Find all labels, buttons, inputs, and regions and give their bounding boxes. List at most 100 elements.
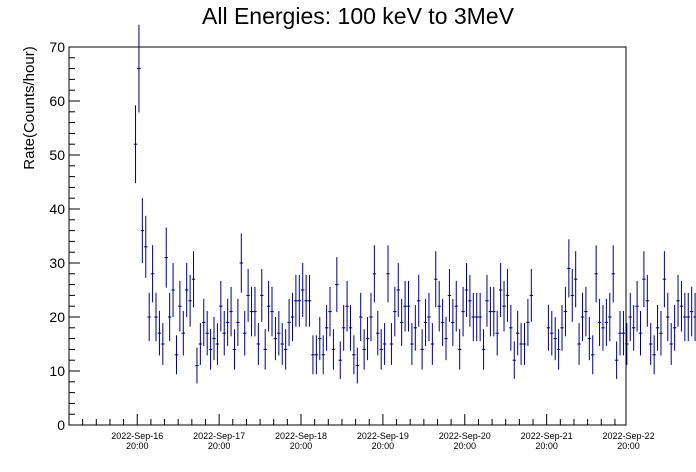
- data-point: [283, 329, 288, 370]
- data-point: [164, 227, 168, 288]
- data-point: [355, 347, 360, 384]
- data-point: [198, 323, 203, 365]
- x-tick-time-label: 20:00: [126, 441, 149, 451]
- x-tick-time-label: 20:00: [617, 441, 640, 451]
- data-point: [386, 245, 390, 303]
- data-point: [222, 310, 226, 356]
- data-point: [512, 341, 516, 379]
- data-point: [604, 298, 609, 346]
- data-point: [683, 292, 687, 342]
- y-tick-label: 0: [57, 417, 65, 433]
- y-tick-label: 10: [49, 363, 65, 379]
- data-point: [314, 335, 319, 375]
- data-point: [406, 280, 411, 332]
- data-point: [171, 263, 175, 317]
- data-point: [492, 286, 496, 337]
- x-tick-date-label: 2022-Sep-16: [111, 431, 163, 441]
- data-point: [502, 280, 506, 332]
- data-point: [372, 245, 377, 303]
- data-point: [208, 329, 213, 370]
- data-point: [594, 245, 598, 303]
- data-point: [420, 329, 424, 370]
- data-point: [522, 323, 527, 365]
- data-point: [635, 280, 639, 332]
- x-tick-date-label: 2022-Sep-20: [439, 431, 491, 441]
- data-point: [693, 292, 696, 342]
- data-point: [188, 274, 192, 327]
- data-point: [468, 274, 472, 327]
- data-point: [488, 286, 493, 337]
- data-point: [273, 317, 278, 361]
- y-tick-label: 20: [49, 309, 65, 325]
- data-point: [338, 341, 342, 379]
- data-point: [202, 298, 206, 346]
- data-point: [365, 317, 370, 361]
- data-point: [225, 298, 230, 346]
- data-point: [243, 310, 247, 356]
- data-point: [263, 329, 267, 370]
- data-point: [434, 251, 438, 308]
- data-point: [440, 298, 445, 346]
- data-point: [249, 286, 254, 337]
- data-point: [563, 286, 568, 337]
- data-point: [362, 329, 366, 370]
- data-point: [154, 292, 158, 342]
- data-point: [457, 329, 462, 370]
- data-point: [580, 292, 585, 342]
- data-point: [318, 317, 322, 361]
- data-point: [304, 274, 308, 327]
- data-point: [266, 280, 271, 332]
- data-point: [597, 298, 602, 346]
- data-point: [297, 274, 302, 327]
- data-point: [464, 263, 469, 317]
- x-tick-date-label: 2022-Sep-21: [521, 431, 573, 441]
- data-point: [669, 323, 673, 365]
- data-point: [509, 304, 513, 351]
- data-point: [331, 329, 336, 370]
- data-point: [498, 263, 503, 317]
- data-point: [133, 105, 138, 184]
- y-tick-label: 70: [49, 39, 65, 55]
- data-point: [573, 251, 578, 308]
- data-point: [191, 251, 196, 308]
- data-point: [618, 310, 622, 356]
- y-tick-label: 30: [49, 255, 65, 271]
- data-point: [280, 323, 284, 365]
- data-point: [672, 304, 677, 351]
- data-point: [423, 298, 428, 346]
- data-point: [219, 280, 223, 332]
- data-point: [260, 268, 264, 322]
- data-point: [253, 286, 257, 337]
- data-point: [410, 323, 414, 365]
- data-point: [150, 245, 155, 303]
- data-point: [389, 323, 394, 365]
- data-point: [178, 280, 182, 332]
- data-point: [307, 274, 312, 327]
- x-tick-time-label: 20:00: [208, 441, 231, 451]
- data-point: [321, 335, 325, 375]
- data-point: [676, 274, 680, 327]
- data-point: [611, 245, 615, 303]
- data-point: [205, 310, 209, 356]
- data-point: [601, 304, 605, 351]
- data-point: [287, 298, 291, 346]
- data-point: [294, 274, 298, 327]
- data-point: [341, 304, 346, 351]
- data-point: [546, 304, 551, 351]
- data-point: [413, 304, 418, 351]
- data-point: [167, 292, 172, 342]
- data-point: [345, 280, 349, 332]
- data-point: [495, 310, 499, 356]
- data-point: [584, 286, 588, 337]
- data-point: [614, 341, 619, 379]
- data-point: [427, 292, 431, 342]
- data-point: [161, 323, 165, 365]
- y-axis-label: Rate(Counts/hour): [21, 46, 38, 169]
- data-point: [642, 251, 646, 308]
- data-point: [376, 310, 380, 356]
- data-point: [311, 335, 315, 375]
- data-point: [662, 251, 667, 308]
- data-point: [621, 310, 626, 356]
- x-axis: 2022-Sep-1620:002022-Sep-1720:002022-Sep…: [68, 414, 655, 451]
